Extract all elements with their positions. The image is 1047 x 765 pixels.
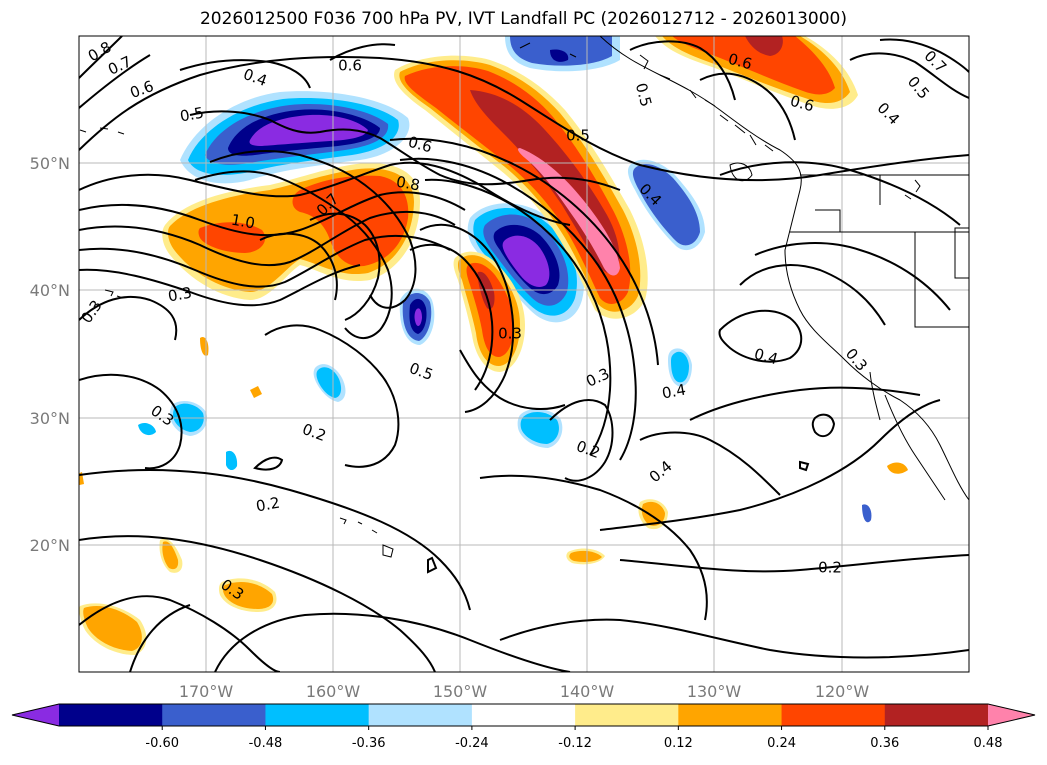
lat-tick-50: 50°N [30,154,70,173]
map-area: 0.80.70.6 0.40.51.00.70.80.6 0.50.60.50.40… [79,36,969,672]
colorbar-cell [678,704,783,726]
coastlines [79,36,969,558]
colorbar-cell [265,704,370,726]
colorbar-cell [884,704,989,726]
lat-tick-40: 40°N [30,281,70,300]
colorbar-tick-label: 0.12 [664,736,693,751]
colorbar-max-extend [988,704,1035,726]
lat-tick-20: 20°N [30,536,70,555]
map-title: 2026012500 F036 700 hPa PV, IVT Landfall… [199,9,847,29]
lon-tick-labels: 170°W 160°W 150°W 140°W 130°W 120°W [179,682,870,701]
filled-anomalies [79,36,908,655]
colorbar-cell [575,704,679,726]
contour-label: 0.6 [406,133,434,157]
colorbar-cell [368,704,473,726]
contour-label: 0.6 [338,57,362,75]
contour-label: 0.6 [726,50,754,74]
contour-label: 0.8 [395,173,422,195]
lon-tick-170w: 170°W [179,682,234,701]
colorbar-cell [471,704,576,726]
colorbar-tick-label: -0.24 [455,736,489,751]
colorbar-cell [59,704,163,726]
lon-tick-150w: 150°W [433,682,488,701]
map-frame [78,35,970,673]
lat-tick-30: 30°N [30,409,70,428]
colorbar-tick-label: 0.48 [974,736,1003,751]
contour-labels: 0.80.70.6 0.40.51.00.70.80.6 0.50.60.50.40… [79,38,950,604]
colorbar-min-extend [12,704,59,726]
colorbar-outline [11,703,1036,727]
colorbar-tick-label: -0.36 [352,736,386,751]
contour-label: 1.0 [230,211,257,233]
contour-label: 0.3 [167,284,194,306]
colorbar: -0.60 -0.48 -0.36 -0.24 -0.12 0.12 0.24 0.36 0.4… [11,703,1036,751]
colorbar-tick-label: -0.12 [558,736,592,751]
contour-label: 0.4 [752,345,780,369]
colorbar-tick-label: -0.60 [145,736,179,751]
contour-label: 0.3 [498,325,522,343]
colorbar-cell [162,704,266,726]
lon-tick-130w: 130°W [687,682,742,701]
colorbar-tick-label: 0.36 [870,736,899,751]
contour-label: 0.5 [179,104,206,126]
lon-tick-160w: 160°W [306,682,361,701]
lon-tick-140w: 140°W [560,682,615,701]
contour-lines [79,36,969,672]
colorbar-tick-label: -0.48 [249,736,283,751]
contour-label: 0.2 [818,559,842,577]
colorbar-cells [59,704,989,726]
contour-label: 0.4 [661,381,688,403]
lon-tick-120w: 120°W [815,682,870,701]
contour-label: 0.2 [255,494,282,516]
colorbar-tick-label: 0.24 [767,736,796,751]
lat-tick-labels: 50°N 40°N 30°N 20°N [30,154,70,555]
colorbar-cell [781,704,886,726]
contour-label: 0.6 [788,92,816,116]
contour-label: 0.5 [632,81,656,109]
contour-label: 0.5 [566,127,590,145]
colorbar-ticks: -0.60 -0.48 -0.36 -0.24 -0.12 0.12 0.24 0.36 0.4… [145,726,1003,751]
